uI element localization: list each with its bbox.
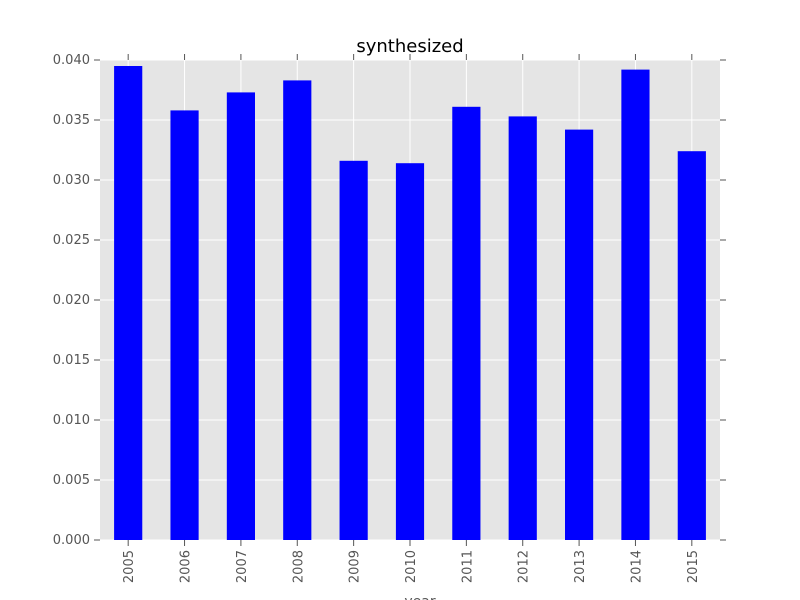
x-tick-label: 2010: [404, 550, 419, 583]
bar-2011: [452, 106, 481, 541]
bar-2007: [226, 92, 255, 541]
x-tick-label: 2005: [122, 550, 137, 583]
x-tick-label: 2008: [291, 550, 306, 583]
bar-2005: [114, 66, 143, 540]
axis-ticks: [94, 54, 726, 546]
bar-2009: [339, 160, 368, 541]
x-tick-label: 2015: [686, 550, 701, 583]
bar-2012: [508, 116, 537, 541]
y-tick-label: 0.000: [53, 533, 90, 548]
x-tick-label: 2006: [179, 550, 194, 583]
x-axis-label: year: [404, 594, 435, 600]
bar-2015: [677, 151, 706, 540]
bar-2006: [170, 110, 199, 541]
y-tick-label: 0.005: [53, 473, 90, 488]
x-tick-label: 2014: [629, 550, 644, 583]
chart-title: synthesized: [356, 36, 463, 57]
y-tick-label: 0.010: [53, 413, 90, 428]
y-tick-label: 0.030: [53, 173, 90, 188]
y-axis-tick-labels: 0.000 0.005 0.010 0.015 0.020 0.025 0.030 0.035…: [53, 53, 90, 548]
x-tick-label: 2011: [460, 550, 475, 583]
bar-2010: [395, 163, 425, 540]
y-tick-label: 0.020: [53, 293, 90, 308]
y-tick-label: 0.015: [53, 353, 90, 368]
y-tick-label: 0.040: [53, 53, 90, 68]
x-tick-label: 2009: [348, 550, 363, 583]
y-tick-label: 0.025: [53, 233, 90, 248]
x-axis-tick-labels: 2005 2006 2007 2008 2009 2010 2011 2012 2013 2014…: [122, 550, 701, 583]
bar-2008: [283, 80, 312, 541]
x-tick-label: 2012: [517, 550, 532, 583]
bar-2013: [565, 129, 594, 540]
x-tick-label: 2013: [573, 550, 588, 583]
bars: [114, 66, 706, 541]
y-tick-label: 0.035: [53, 113, 90, 128]
x-tick-label: 2007: [235, 550, 250, 583]
bar-2014: [621, 69, 650, 540]
